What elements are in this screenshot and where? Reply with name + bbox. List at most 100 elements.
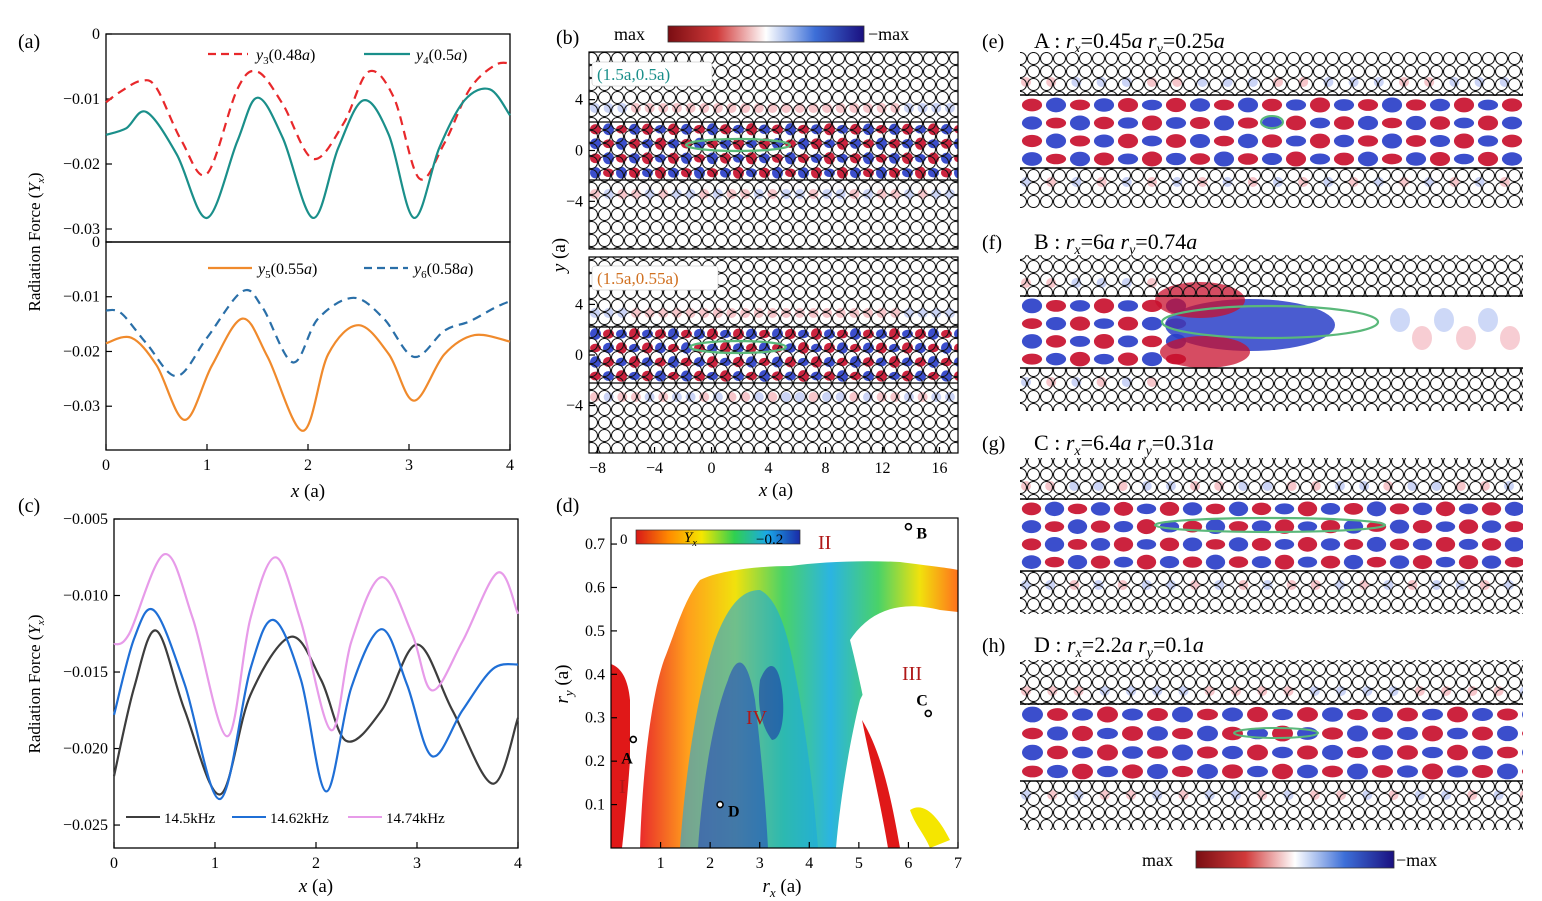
field-lobe: [1159, 501, 1180, 516]
field-lobe: [1429, 116, 1451, 130]
point-label-b: B: [916, 526, 927, 543]
field-lobe: [1136, 554, 1157, 570]
panel-e: (e) A : rx=0.45a ry=0.25a: [982, 28, 1523, 208]
field-lobe: [1097, 765, 1118, 778]
field-lobe: [1213, 115, 1235, 131]
axes-b-yticks: 4 0 −4 4 0 −4: [566, 92, 595, 415]
panel-f: (f) B : rx=6a ry=0.74a: [982, 229, 1523, 411]
field-lobe: [1021, 502, 1042, 516]
panel-label-d: (d): [556, 495, 579, 517]
field-lobe: [1021, 334, 1043, 349]
ytick-label: −0.02: [63, 343, 100, 360]
field-lobe: [1501, 98, 1523, 112]
field-lobe: [1022, 706, 1043, 723]
field-lobe: [1435, 521, 1456, 532]
field-lobe: [1477, 115, 1499, 131]
colorbar-b-max: max: [614, 24, 645, 44]
field-lobe: [1357, 151, 1379, 167]
field-lobe: [1147, 726, 1168, 741]
field-lobe: [1093, 333, 1115, 349]
field-lobe: [1165, 97, 1187, 113]
title-g: C : rx=6.4a ry=0.31a: [1034, 430, 1214, 459]
field-lobe: [1320, 503, 1341, 515]
field-lobe: [1117, 352, 1139, 366]
field-lobe: [1147, 707, 1168, 722]
field-lobe: [1222, 745, 1243, 760]
axes-c-series: [112, 553, 520, 801]
field-lobe: [1228, 556, 1249, 568]
field-lobe: [1067, 554, 1088, 570]
title-h: D : rx=2.2a ry=0.1a: [1034, 632, 1204, 661]
scatterer-ellipse: [688, 339, 788, 355]
ytick-label: −4: [566, 398, 583, 415]
field-lobe: [1447, 706, 1468, 723]
region-I-label: I: [619, 776, 626, 798]
series-line-y6-0-58a-: [105, 288, 511, 378]
field-lobe: [1228, 537, 1249, 552]
panel-a: (a) 0 −0.01 −0.02 −0.03 0 −0.01 −0.02 −0.03 0 1…: [18, 26, 514, 502]
field-lobe: [1147, 763, 1168, 780]
axes-c-yticks: −0.005 −0.010 −0.015 −0.020 −0.025: [63, 511, 120, 834]
axis-label-a-y: Radiation Force (Yx): [25, 172, 47, 311]
field-lobe: [1333, 99, 1355, 111]
field-lobe: [1397, 707, 1418, 722]
field-lobe: [1069, 99, 1091, 111]
field-lobe: [1272, 763, 1293, 780]
field-lobe: [1456, 326, 1476, 350]
axis-label-a-x: x (a): [290, 481, 325, 502]
field-lobe: [1021, 318, 1043, 329]
field-lobe: [1172, 727, 1193, 740]
field-lobe: [1222, 726, 1243, 741]
colorbar-b: [667, 25, 865, 43]
ytick-label: 0.3: [585, 710, 605, 727]
field-lobe: [1297, 501, 1318, 517]
ytick-label: −0.010: [63, 588, 108, 605]
field-lobe: [1165, 117, 1187, 129]
xtick-label: 8: [822, 460, 830, 477]
field-lobe: [1405, 135, 1427, 147]
field-lobe: [1372, 706, 1393, 723]
field-lobe: [1309, 117, 1331, 129]
field-lobe: [1141, 115, 1163, 131]
axis-label-b-x: x (a): [758, 480, 793, 501]
field-lobe: [959, 103, 969, 113]
annotation-b-bottom: (1.5a,0.55a): [597, 269, 679, 288]
scatterer-ellipse: [1233, 727, 1319, 739]
axes-a-bottom-series: [105, 288, 511, 432]
scatterer-ellipse: [1153, 516, 1387, 534]
field-lobe: [1320, 555, 1341, 569]
field-lobe: [1405, 99, 1427, 111]
field-lobe: [1447, 727, 1468, 740]
field-lobe: [1343, 503, 1364, 515]
field-lobe: [1093, 152, 1115, 166]
field-lobe: [1237, 133, 1259, 149]
field-lobe: [1197, 708, 1218, 721]
ytick-label: 0.1: [585, 797, 605, 814]
field-lobe: [1422, 763, 1443, 780]
field-lobe: [1160, 336, 1250, 368]
field-lobe: [1347, 763, 1368, 780]
field-lobe: [1159, 556, 1180, 569]
field-lobe: [1090, 520, 1111, 533]
field-lobe: [1172, 765, 1193, 778]
field-lobe: [1481, 538, 1502, 551]
ytick-label: 0: [92, 26, 100, 43]
panel-c: (c) −0.005 −0.010 −0.015 −0.020 −0.025 0 1 2 3 4…: [18, 495, 522, 897]
xtick-label: 2: [312, 855, 320, 872]
field-lobe: [1251, 537, 1272, 551]
axes-c-xticks: 0 1 2 3 4: [110, 842, 522, 872]
ytick-label: 0.5: [585, 623, 605, 640]
field-lobe: [1397, 765, 1418, 778]
field-lobe: [1458, 519, 1479, 534]
field-map-g: [1020, 458, 1523, 614]
panel-label-f: (f): [982, 232, 1002, 254]
field-lobe: [1504, 556, 1523, 568]
legend-y5: y5(0.55a): [256, 261, 317, 281]
field-lobe: [1045, 335, 1067, 348]
field-lobe: [1141, 99, 1163, 111]
xtick-label: 6: [904, 855, 912, 872]
ytick-label: 0.7: [585, 536, 605, 553]
field-lobe: [1347, 725, 1368, 742]
field-lobe: [1447, 744, 1468, 761]
